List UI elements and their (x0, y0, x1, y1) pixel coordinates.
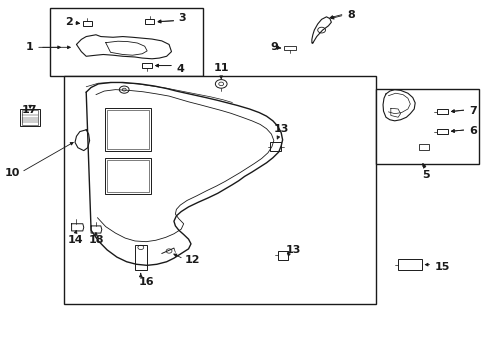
Bar (22, 111, 38, 125)
Text: 18: 18 (88, 234, 104, 244)
Bar (107, 110, 148, 149)
Text: 13: 13 (273, 125, 288, 134)
Text: 9: 9 (270, 42, 278, 52)
Bar (50, 8, 203, 76)
Text: 12: 12 (185, 255, 200, 265)
Bar (397, 259, 421, 270)
Text: 15: 15 (434, 262, 449, 272)
Text: 17: 17 (21, 105, 37, 115)
Text: 3: 3 (179, 13, 186, 23)
Text: 13: 13 (285, 245, 301, 255)
Bar (20, 109, 40, 126)
Bar (135, 245, 147, 270)
Bar (104, 108, 151, 150)
Text: 2: 2 (65, 17, 73, 27)
Bar (375, 89, 478, 164)
Bar (277, 251, 288, 260)
Text: 7: 7 (468, 106, 476, 116)
Bar (82, 21, 91, 26)
Bar (436, 109, 447, 114)
Text: 1: 1 (26, 42, 34, 52)
Text: 11: 11 (213, 63, 228, 73)
Text: 8: 8 (346, 10, 354, 20)
Bar (142, 63, 152, 68)
Bar (436, 129, 447, 134)
Bar (418, 144, 428, 149)
Text: 10: 10 (5, 168, 20, 178)
Text: 14: 14 (67, 234, 83, 244)
Text: 5: 5 (421, 170, 429, 180)
Bar (107, 160, 148, 192)
Text: 16: 16 (138, 277, 154, 287)
Text: 6: 6 (468, 126, 476, 136)
Text: 4: 4 (176, 64, 184, 74)
Bar (283, 46, 295, 50)
Bar (270, 142, 281, 151)
Bar (144, 19, 154, 24)
Bar (104, 158, 151, 194)
Bar (64, 76, 375, 304)
